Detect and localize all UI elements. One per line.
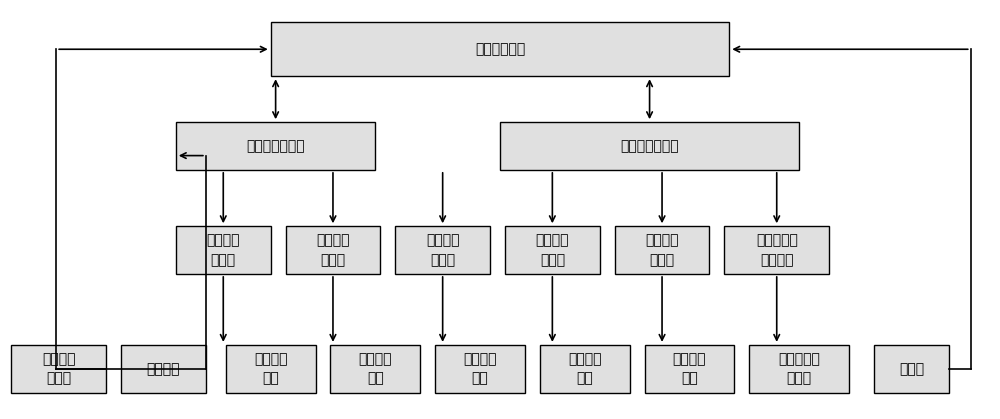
Bar xyxy=(286,226,380,274)
Text: 激光测距
传感器: 激光测距 传感器 xyxy=(42,352,75,385)
Text: 左侧电机
驱动器: 左侧电机 驱动器 xyxy=(207,233,240,267)
Text: 曲度电机
驱动器: 曲度电机 驱动器 xyxy=(316,233,350,267)
Bar xyxy=(749,345,849,393)
Text: 竖直步进
电机: 竖直步进 电机 xyxy=(673,352,706,385)
Text: 人机交互系统: 人机交互系统 xyxy=(475,42,525,56)
Bar xyxy=(330,345,420,393)
Bar xyxy=(226,345,316,393)
Text: 右侧电机
驱动器: 右侧电机 驱动器 xyxy=(426,233,459,267)
Text: 喷杆旋转步
进电机: 喷杆旋转步 进电机 xyxy=(778,352,820,385)
Bar xyxy=(11,345,106,393)
Text: 曲度步进
电机: 曲度步进 电机 xyxy=(359,352,392,385)
Text: 左侧步进
电机: 左侧步进 电机 xyxy=(254,352,287,385)
Text: 摄像头: 摄像头 xyxy=(899,362,924,376)
Text: 四轴运动控制卡: 四轴运动控制卡 xyxy=(620,139,679,153)
Bar xyxy=(435,345,525,393)
Bar xyxy=(615,226,709,274)
Bar xyxy=(500,122,799,170)
Text: 原点开关: 原点开关 xyxy=(147,362,180,376)
Text: 两轴运动控制卡: 两轴运动控制卡 xyxy=(246,139,305,153)
Bar xyxy=(271,22,729,76)
Text: 竖直电机
驱动器: 竖直电机 驱动器 xyxy=(645,233,679,267)
Bar xyxy=(724,226,829,274)
Bar xyxy=(505,226,600,274)
Bar xyxy=(645,345,734,393)
Text: 喷杆旋转电
机驱动器: 喷杆旋转电 机驱动器 xyxy=(756,233,798,267)
Bar xyxy=(176,226,271,274)
Bar xyxy=(176,122,375,170)
Bar xyxy=(540,345,630,393)
Text: 右侧步进
电机: 右侧步进 电机 xyxy=(463,352,497,385)
Text: 水平电机
驱动器: 水平电机 驱动器 xyxy=(536,233,569,267)
Bar xyxy=(874,345,949,393)
Text: 水平步进
电机: 水平步进 电机 xyxy=(568,352,602,385)
Bar xyxy=(395,226,490,274)
Bar xyxy=(121,345,206,393)
